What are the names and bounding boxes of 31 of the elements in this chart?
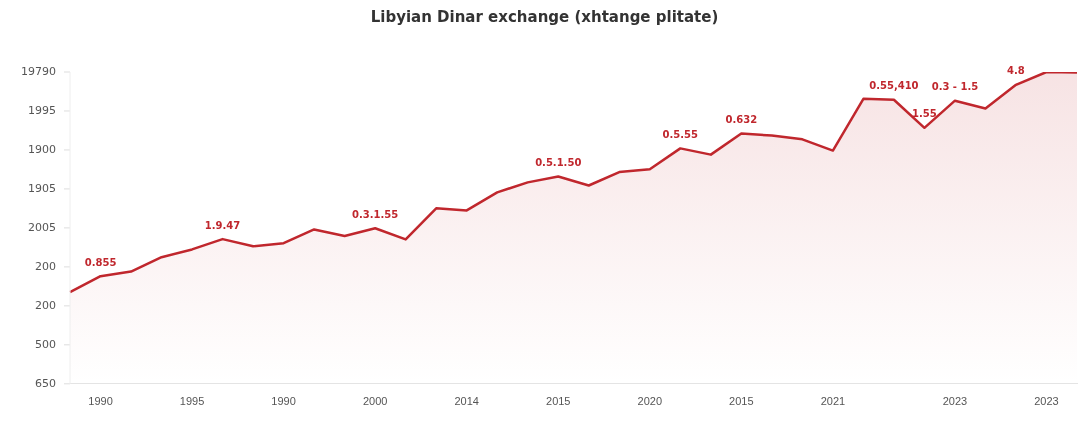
text: 200 xyxy=(35,298,56,312)
annotation: 4.8 xyxy=(1007,65,1025,77)
x-tick-label: 2023 xyxy=(1034,395,1059,408)
x-tick-label: 2020 xyxy=(637,395,663,408)
text: 1995 xyxy=(28,103,56,117)
x-tick-label: 2015 xyxy=(729,395,754,408)
annotation: 0.55,410 xyxy=(869,80,919,92)
x-tick-label: 2023 xyxy=(942,395,968,408)
text: 2005 xyxy=(28,220,56,234)
x-tick-label: 2015 xyxy=(546,395,571,408)
annotation: 0.5.1.50 xyxy=(535,157,582,169)
chart-title: Libyian Dinar exchange (xhtange plitate) xyxy=(369,8,720,26)
annotation: 0.632 xyxy=(725,114,758,126)
text: 1900 xyxy=(28,142,56,156)
text: 500 xyxy=(35,337,56,351)
x-tick-label: 1990 xyxy=(271,395,296,408)
text: 200 xyxy=(35,259,56,273)
x-tick-label: 1990 xyxy=(88,395,113,408)
x-tick-label: 1995 xyxy=(179,395,205,408)
annotation: 0.5.55 xyxy=(662,128,699,140)
x-tick-label: 2021 xyxy=(820,395,846,408)
annotation: 0.3 - 1.5 xyxy=(931,81,979,93)
text: 19790 xyxy=(21,64,56,78)
annotation: 1.55 xyxy=(912,108,937,120)
x-tick-label: 2014 xyxy=(454,395,479,408)
text: 650 xyxy=(35,376,56,390)
annotation: 0.855 xyxy=(84,256,117,268)
text: 1905 xyxy=(28,181,56,195)
x-tick-label: 2000 xyxy=(362,395,388,408)
annotation: 1.9.47 xyxy=(204,219,241,231)
annotation: 0.3.1.55 xyxy=(352,208,399,220)
